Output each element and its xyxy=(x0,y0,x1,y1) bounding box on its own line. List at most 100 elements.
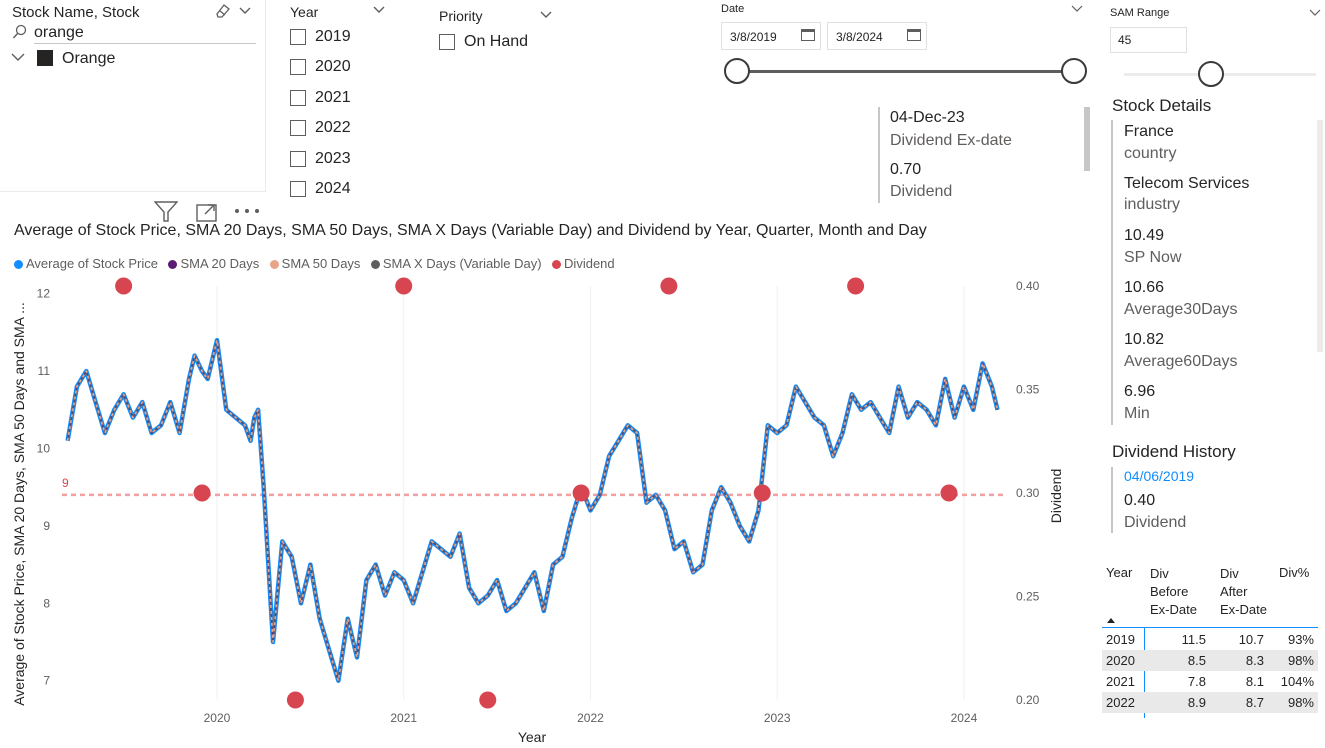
year-checkbox[interactable] xyxy=(290,151,306,167)
chevron-down-icon[interactable] xyxy=(539,8,553,22)
stock-search-input[interactable] xyxy=(34,22,256,44)
dividend-point xyxy=(115,277,133,295)
table-header-div-after[interactable]: Div After Ex-Date xyxy=(1220,565,1267,619)
stock-detail-industry: Telecom Services industry xyxy=(1124,175,1249,214)
card-scrollbar[interactable] xyxy=(1084,107,1090,171)
table-row[interactable]: 2019 11.5 10.7 93% xyxy=(1102,629,1318,650)
date-slider-track[interactable] xyxy=(737,70,1074,73)
cell-pct: 104% xyxy=(1280,674,1314,689)
date-start-input[interactable]: 3/8/2019 xyxy=(721,22,821,50)
header-line: Before xyxy=(1150,584,1189,599)
stock-item-checkbox[interactable] xyxy=(37,50,53,66)
legend-item[interactable]: Average of Stock Price xyxy=(14,256,158,271)
chevron-down-icon[interactable] xyxy=(238,4,252,18)
card-divider xyxy=(1111,120,1113,425)
stock-detail-average60: 10.82 Average60Days xyxy=(1124,331,1238,371)
date-end-input[interactable]: 3/8/2024 xyxy=(827,22,927,50)
table-row[interactable]: 2022 8.9 8.7 98% xyxy=(1102,692,1318,713)
detail-label: country xyxy=(1124,145,1177,162)
year-option-2022[interactable]: 2022 xyxy=(290,119,351,137)
table-row[interactable]: 2021 7.8 8.1 104% xyxy=(1102,671,1318,692)
table-header-divider xyxy=(1102,627,1318,628)
date-slider-start-handle[interactable] xyxy=(724,58,750,84)
chevron-down-icon[interactable] xyxy=(372,3,386,17)
cell-year: 2021 xyxy=(1106,674,1135,689)
cell-year: 2020 xyxy=(1106,653,1135,668)
dividend-table-body: 2019 11.5 10.7 93% 2020 8.5 8.3 98% 2021… xyxy=(1102,629,1318,713)
series-line-sma-20 xyxy=(67,339,998,682)
year-option-2023[interactable]: 2023 xyxy=(290,150,351,168)
stock-detail-sp-now: 10.49 SP Now xyxy=(1124,227,1182,267)
stock-filter-title: Stock Name, Stock xyxy=(12,4,140,21)
legend-label: SMA 50 Days xyxy=(281,256,361,271)
year-checkbox[interactable] xyxy=(290,120,306,136)
sam-slider-handle[interactable] xyxy=(1198,61,1224,87)
cell-after: 8.7 xyxy=(1245,695,1264,710)
dividend-point xyxy=(286,691,304,709)
more-options-icon[interactable] xyxy=(234,208,260,214)
priority-checkbox[interactable] xyxy=(439,34,455,50)
detail-value: Telecom Services xyxy=(1124,175,1250,192)
detail-value: 10.49 xyxy=(1124,227,1165,244)
y-tick-label: 12 xyxy=(37,287,51,301)
detail-label: industry xyxy=(1124,196,1181,213)
chevron-down-icon[interactable] xyxy=(1070,2,1084,16)
x-tick-label: 2024 xyxy=(951,711,978,725)
stock-details-scrollbar[interactable] xyxy=(1317,120,1323,352)
line-chart: 2020 2021 2022 2023 2024 7 8 9 10 11 12 0.20 0.25 0.3… xyxy=(37,277,1040,725)
chevron-down-icon[interactable] xyxy=(1308,6,1322,20)
date-end-value: 3/8/2024 xyxy=(836,30,883,44)
dividend-history-date[interactable]: 04/06/2019 xyxy=(1124,468,1195,484)
x-tick-label: 2023 xyxy=(764,711,791,725)
priority-option-on-hand[interactable]: On Hand xyxy=(439,33,528,51)
year-option-2021[interactable]: 2021 xyxy=(290,89,351,107)
x-tick-label: 2020 xyxy=(204,711,231,725)
calendar-icon[interactable] xyxy=(801,29,815,41)
year-checkbox[interactable] xyxy=(290,29,306,45)
focus-mode-icon[interactable] xyxy=(196,202,218,222)
dividend-point xyxy=(572,484,590,502)
date-slider-end-handle[interactable] xyxy=(1061,58,1087,84)
eraser-icon[interactable] xyxy=(214,2,232,20)
detail-value: France xyxy=(1124,123,1174,140)
year-option-2019[interactable]: 2019 xyxy=(290,28,351,46)
chevron-expand-icon[interactable] xyxy=(10,50,26,64)
legend-item[interactable]: Dividend xyxy=(552,256,615,271)
x-tick-label: 2022 xyxy=(577,711,604,725)
stock-detail-min: 6.96 Min xyxy=(1124,383,1155,423)
dividend-point xyxy=(395,277,413,295)
legend-item[interactable]: SMA 20 Days xyxy=(168,256,259,271)
header-line: Div xyxy=(1220,566,1239,581)
table-header-year[interactable]: Year xyxy=(1106,565,1133,580)
year-checkbox[interactable] xyxy=(290,90,306,106)
cell-after: 8.1 xyxy=(1245,674,1264,689)
y-tick-label: 11 xyxy=(38,364,51,378)
series-line-sma-x-days xyxy=(66,339,999,682)
chart-title: Average of Stock Price, SMA 20 Days, SMA… xyxy=(14,222,927,239)
sort-ascending-icon[interactable] xyxy=(1106,616,1116,624)
table-header-div-before[interactable]: Div Before Ex-Date xyxy=(1150,565,1197,619)
calendar-icon[interactable] xyxy=(907,29,921,41)
cell-before: 7.8 xyxy=(1187,674,1206,689)
chart-legend: Average of Stock Price SMA 20 Days SMA 5… xyxy=(14,255,621,273)
sam-range-input[interactable] xyxy=(1110,27,1187,53)
legend-item[interactable]: SMA 50 Days xyxy=(269,256,361,271)
priority-option-label: On Hand xyxy=(464,33,529,50)
table-row[interactable]: 2020 8.5 8.3 98% xyxy=(1102,650,1318,671)
legend-dot xyxy=(168,260,178,270)
year-option-2024[interactable]: 2024 xyxy=(290,180,351,198)
year-checkbox[interactable] xyxy=(290,59,306,75)
legend-item[interactable]: SMA X Days (Variable Day) xyxy=(370,256,542,271)
filter-icon[interactable] xyxy=(154,201,178,223)
table-header-div-pct[interactable]: Div% xyxy=(1279,565,1310,580)
year-option-label: 2022 xyxy=(315,119,351,136)
series-line-stock-price xyxy=(65,337,1000,683)
priority-filter-slicer: Priority On Hand xyxy=(439,0,559,60)
detail-label: SP Now xyxy=(1124,249,1182,266)
stock-item-label[interactable]: Orange xyxy=(62,50,116,67)
year-option-2020[interactable]: 2020 xyxy=(290,58,351,76)
year-checkbox[interactable] xyxy=(290,181,306,197)
y-tick-label: 8 xyxy=(43,596,50,610)
detail-value: 10.82 xyxy=(1124,331,1165,348)
card-divider xyxy=(1111,467,1113,533)
